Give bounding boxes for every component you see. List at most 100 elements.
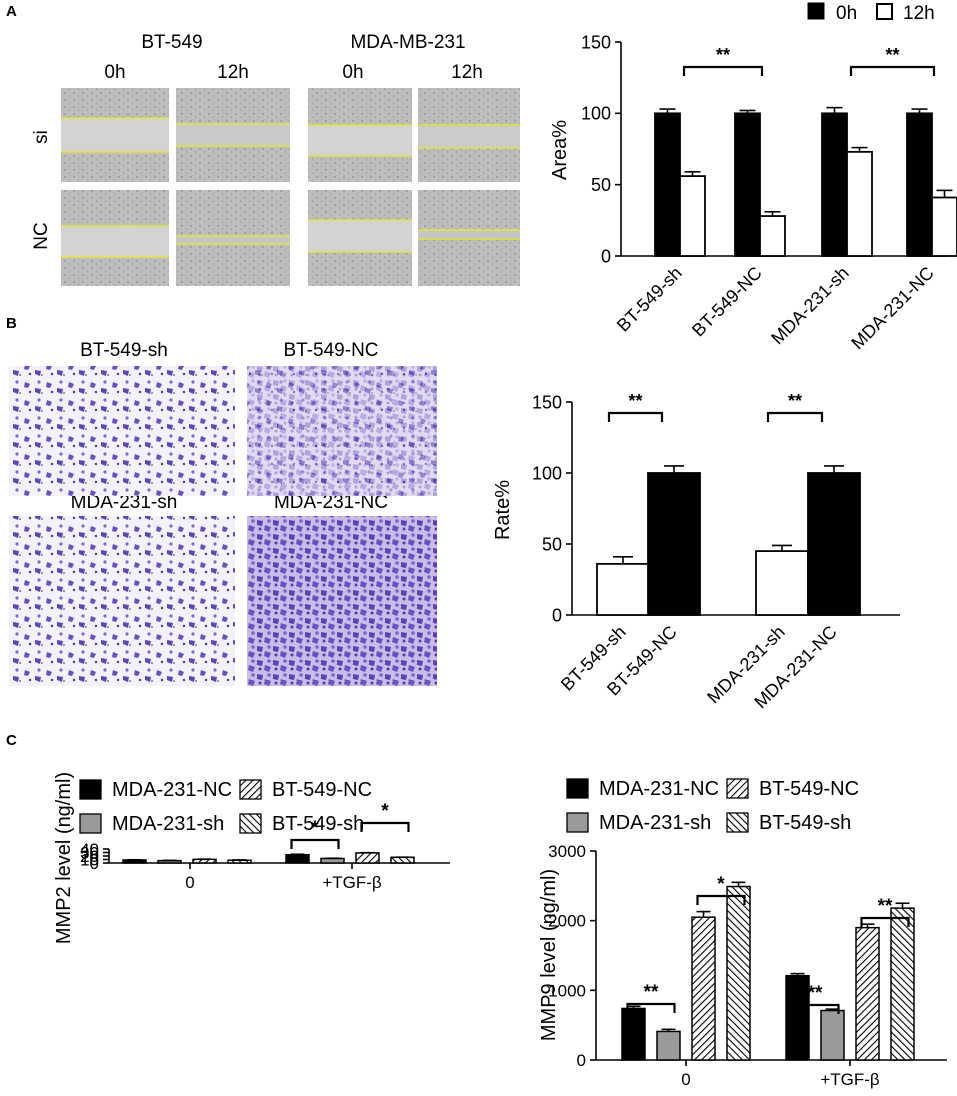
x-tick-label: 0 <box>185 873 194 892</box>
y-tick-label: 30 <box>80 843 99 862</box>
legend-swatch <box>726 812 749 833</box>
bar <box>621 1007 646 1061</box>
micrograph-label: MDA-231-sh <box>71 492 178 513</box>
y-tick-label: 50 <box>542 534 562 554</box>
significance-bracket <box>682 65 764 76</box>
y-tick-label: 100 <box>532 463 562 483</box>
bar <box>855 926 880 1061</box>
timepoint-label: 12h <box>217 62 249 83</box>
wound-gap <box>308 125 412 156</box>
y-tick-label: 10 <box>80 850 99 869</box>
wound-gap <box>176 236 290 244</box>
micrograph <box>9 516 235 686</box>
group-label-bt549: BT-549 <box>141 32 202 53</box>
bar <box>820 1009 845 1061</box>
legend-swatch <box>239 779 262 800</box>
micrograph-label: BT-549-NC <box>283 340 378 361</box>
legend-swatch <box>79 779 102 800</box>
bar <box>906 112 933 257</box>
significance-bracket <box>849 65 936 76</box>
x-tick-label: +TGF-β <box>322 873 382 892</box>
bar <box>759 215 786 257</box>
y-axis-title: MMP9 level (ng/ml) <box>538 869 560 1041</box>
significance-label: ** <box>885 45 899 65</box>
significance-label: * <box>311 818 319 839</box>
significance-bracket <box>696 894 746 905</box>
bar <box>654 112 681 257</box>
legend-swatch <box>726 778 749 799</box>
transwell-micrographs: BT-549-sh BT-549-NC MDA-231-sh MDA-231-N… <box>9 340 437 686</box>
micrograph <box>247 366 437 496</box>
legend-swatch <box>566 812 589 833</box>
group-label-mdamb231: MDA-MB-231 <box>350 32 465 53</box>
y-tick-label: 3000 <box>548 842 586 861</box>
bar <box>647 472 701 616</box>
x-tick-label: BT-549-sh <box>613 263 686 336</box>
x-tick-label: BT-549-NC <box>688 263 766 341</box>
legend-label: MDA-231-NC <box>599 778 719 800</box>
bar <box>846 150 873 257</box>
y-tick-label: 50 <box>591 175 611 195</box>
significance-bracket <box>360 821 410 832</box>
micrograph <box>9 366 235 496</box>
wound-gap <box>308 220 412 252</box>
wound-gap <box>61 226 169 257</box>
legend-label: 0h <box>836 3 857 24</box>
bar <box>734 112 761 257</box>
timepoint-label: 12h <box>451 62 483 83</box>
y-tick-label: 0 <box>601 246 611 266</box>
legend-label: BT-549-NC <box>759 778 859 800</box>
micrograph-label: BT-549-sh <box>80 340 168 361</box>
significance-label: ** <box>628 391 642 411</box>
wound-healing-micrographs: BT-549 MDA-MB-231 0h 12h 0h 12h si NC <box>31 32 520 286</box>
y-axis-title: Rate% <box>492 480 514 540</box>
y-tick-label: 0 <box>552 605 562 625</box>
bar <box>656 1030 681 1061</box>
legend-swatch <box>807 2 825 20</box>
bar <box>931 196 957 257</box>
legend-label: MDA-231-NC <box>112 779 232 801</box>
wound-gap <box>418 125 520 148</box>
wound-gap <box>418 230 520 239</box>
panel-letter-c: C <box>6 732 17 749</box>
y-axis-title: Area% <box>549 120 571 180</box>
y-tick-label: 0 <box>577 1051 586 1070</box>
bar <box>691 916 716 1061</box>
significance-bracket <box>766 411 824 422</box>
bar <box>807 472 861 616</box>
bar <box>755 550 809 616</box>
significance-bracket <box>626 1002 676 1013</box>
y-axis-title: MMP2 level (ng/ml) <box>53 772 75 944</box>
row-label-nc: NC <box>31 222 52 249</box>
legend-swatch <box>79 813 102 834</box>
bar <box>390 856 415 864</box>
legend-label: 12h <box>903 3 935 24</box>
legend-label: MDA-231-sh <box>599 812 711 834</box>
row-label-si: si <box>31 130 52 144</box>
bar <box>726 885 751 1061</box>
y-tick-label: 1000 <box>548 981 586 1000</box>
y-tick-label: 2000 <box>548 912 586 931</box>
x-tick-label: MDA-231-NC <box>847 263 938 354</box>
panel-letter-a: A <box>6 3 17 20</box>
bar <box>355 852 380 864</box>
y-tick-label: 40 <box>80 840 99 859</box>
significance-label: ** <box>716 45 730 65</box>
bar <box>821 112 848 257</box>
legend-swatch <box>566 778 589 799</box>
legend-label: BT-549-NC <box>272 779 372 801</box>
legend-label: BT-549-sh <box>272 813 364 835</box>
significance-bracket <box>607 411 664 422</box>
legend-label: BT-549-sh <box>759 812 851 834</box>
micrograph <box>247 516 437 686</box>
significance-label: ** <box>644 982 659 1003</box>
significance-label: ** <box>788 391 802 411</box>
significance-label: * <box>717 874 725 895</box>
significance-label: * <box>381 801 389 822</box>
legend-swatch <box>876 3 893 20</box>
legend-swatch <box>239 813 262 834</box>
bar <box>285 854 310 864</box>
significance-bracket <box>290 838 340 849</box>
